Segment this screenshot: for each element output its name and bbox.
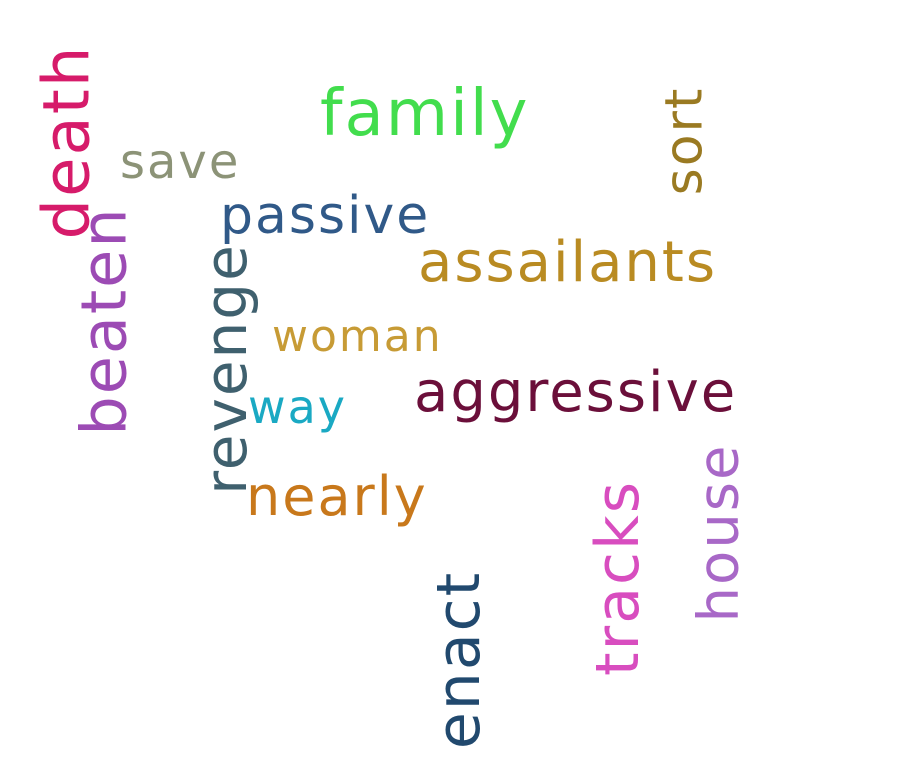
word-revenge: revenge	[191, 243, 260, 495]
word-woman: woman	[272, 311, 443, 362]
word-way: way	[248, 380, 348, 434]
word-family: family	[320, 77, 530, 151]
word-passive: passive	[220, 186, 431, 246]
word-nearly: nearly	[246, 465, 428, 528]
word-assailants: assailants	[418, 230, 718, 295]
word-sort: sort	[654, 86, 715, 196]
word-house: house	[686, 443, 752, 623]
word-save: save	[120, 134, 241, 190]
word-tracks: tracks	[582, 480, 653, 676]
word-enact: enact	[424, 570, 495, 750]
word-aggressive: aggressive	[414, 360, 738, 425]
word-beaten: beaten	[67, 206, 141, 436]
